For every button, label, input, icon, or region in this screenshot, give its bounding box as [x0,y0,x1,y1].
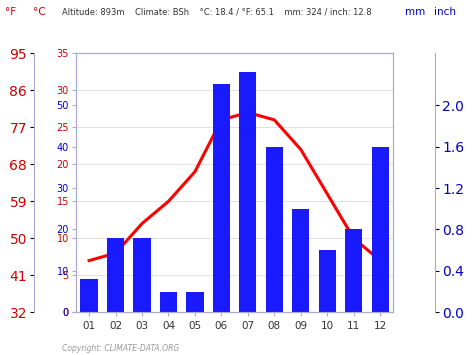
Text: °F: °F [5,7,16,17]
Bar [81,279,98,312]
Bar [160,292,177,312]
Bar [186,292,203,312]
Bar [319,250,336,312]
Text: Copyright: CLIMATE-DATA.ORG: Copyright: CLIMATE-DATA.ORG [62,344,179,353]
Text: °C: °C [33,7,46,17]
Bar [133,238,151,312]
Bar [107,238,124,312]
Bar [372,147,389,312]
Text: mm: mm [405,7,426,17]
Bar [292,209,310,312]
Bar [345,229,362,312]
Bar [213,84,230,312]
Text: Altitude: 893m    Climate: BSh    °C: 18.4 / °F: 65.1    mm: 324 / inch: 12.8: Altitude: 893m Climate: BSh °C: 18.4 / °… [62,7,371,16]
Text: inch: inch [434,7,456,17]
Bar [266,147,283,312]
Bar [239,72,256,312]
